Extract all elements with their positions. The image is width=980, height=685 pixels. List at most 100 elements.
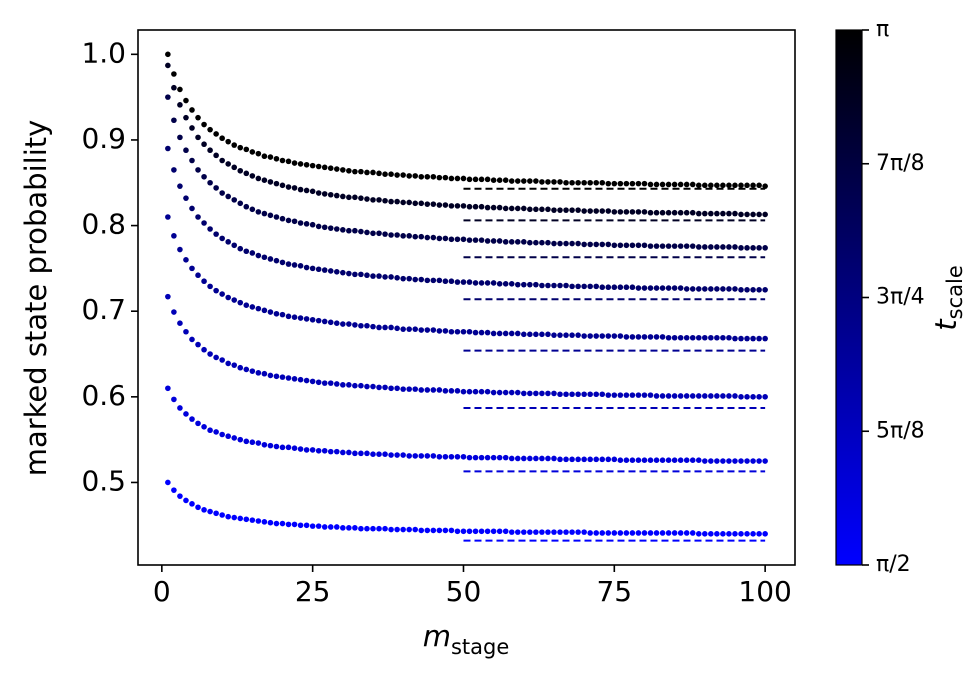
data-point (261, 370, 268, 377)
data-point (346, 270, 352, 277)
data-point (557, 529, 563, 535)
data-point (460, 236, 467, 243)
colorbar-tick-label: π (876, 17, 889, 42)
data-point (333, 269, 340, 275)
data-point (502, 528, 509, 535)
data-point (527, 390, 533, 397)
data-point (593, 179, 600, 186)
data-point (762, 458, 768, 464)
data-point (195, 114, 201, 121)
data-point (346, 227, 352, 234)
data-point (400, 275, 406, 282)
data-point (315, 266, 322, 273)
data-point (165, 214, 171, 220)
data-point (219, 157, 225, 164)
data-point (400, 386, 406, 392)
data-point (521, 455, 527, 462)
data-point (400, 233, 406, 239)
data-point (207, 126, 213, 133)
data-point (418, 327, 425, 333)
data-point (738, 286, 744, 293)
data-point (605, 284, 612, 291)
data-point (533, 206, 539, 213)
data-point (738, 335, 744, 342)
data-point (617, 333, 624, 339)
data-point (400, 452, 406, 458)
data-point (659, 285, 666, 291)
data-point (225, 138, 231, 145)
y-tick-label: 0.5 (81, 464, 126, 497)
data-point (309, 221, 316, 228)
data-point (261, 153, 268, 160)
data-point (321, 447, 328, 454)
data-point (545, 529, 551, 535)
data-point (442, 235, 449, 242)
data-point (677, 457, 684, 463)
data-point (683, 181, 690, 188)
data-point (593, 283, 600, 290)
data-point (267, 179, 274, 185)
data-point (677, 393, 684, 399)
data-point (183, 195, 189, 201)
data-point (617, 530, 624, 536)
data-point (466, 388, 473, 395)
data-point (738, 531, 744, 537)
data-point (514, 529, 521, 535)
data-point (436, 328, 443, 334)
data-point (744, 458, 750, 464)
data-point (291, 160, 298, 166)
data-point (243, 203, 250, 210)
data-point (309, 447, 316, 453)
data-point (165, 385, 171, 392)
data-point (333, 192, 340, 199)
data-point (496, 177, 503, 183)
data-point (677, 243, 684, 249)
data-point (539, 206, 545, 213)
data-point (327, 268, 334, 274)
data-point (671, 334, 678, 341)
data-point (285, 375, 292, 381)
data-point (370, 451, 376, 457)
data-point (557, 456, 563, 463)
data-point (587, 208, 593, 214)
data-point (376, 525, 382, 532)
data-point (605, 530, 612, 536)
data-point (201, 423, 207, 430)
data-point (575, 179, 581, 186)
data-point (605, 333, 612, 339)
data-point (750, 394, 756, 400)
data-point (327, 448, 334, 455)
data-point (720, 393, 726, 399)
data-point (521, 331, 527, 338)
data-point (635, 209, 642, 215)
data-point (533, 529, 539, 535)
data-point (460, 328, 467, 335)
y-axis-label: marked state probability (19, 120, 53, 477)
data-point (478, 176, 485, 183)
data-point (219, 291, 225, 297)
data-point (575, 332, 581, 338)
data-point (581, 283, 587, 290)
data-point (689, 457, 696, 463)
data-point (599, 179, 606, 186)
data-point (273, 155, 280, 162)
data-point (714, 393, 720, 399)
colorbar-label: tscale (929, 265, 967, 331)
data-point (677, 530, 684, 536)
data-point (460, 203, 467, 209)
data-point (279, 311, 286, 318)
data-point (370, 169, 376, 176)
data-point (545, 206, 551, 213)
data-point (635, 457, 642, 463)
data-point (327, 191, 334, 198)
data-point (394, 325, 400, 332)
data-point (599, 208, 606, 214)
data-point (641, 457, 648, 463)
data-point (702, 393, 708, 399)
data-point (297, 522, 304, 529)
data-point (376, 197, 382, 203)
data-point (665, 457, 672, 463)
data-point (273, 257, 280, 264)
data-point (708, 210, 714, 217)
data-point (448, 388, 455, 394)
